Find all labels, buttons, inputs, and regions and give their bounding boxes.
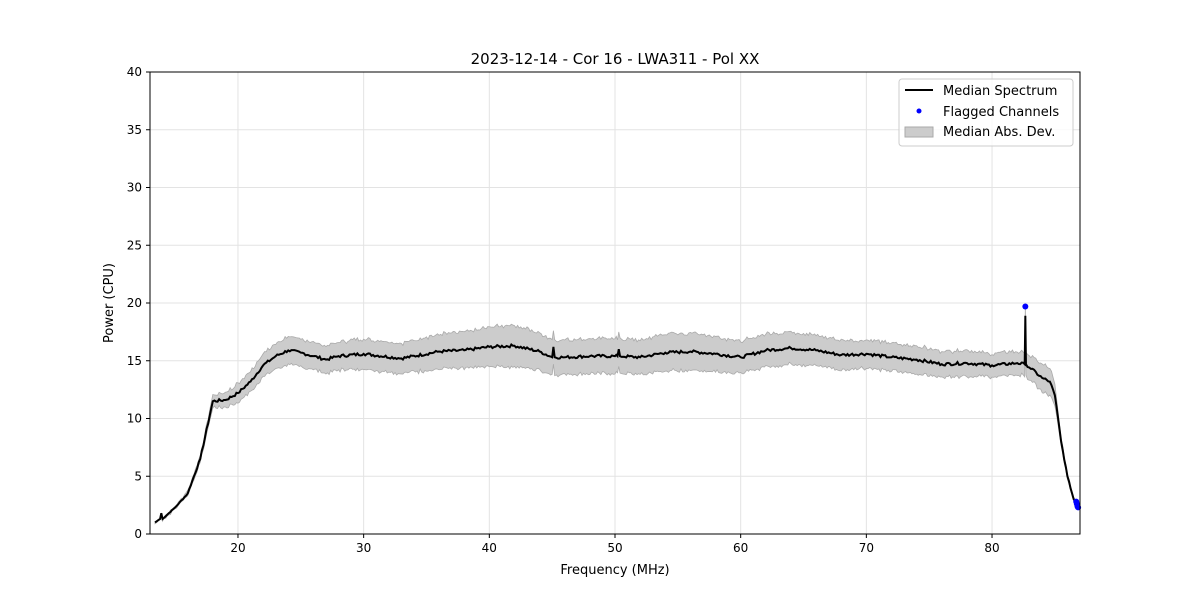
legend: Median Spectrum Flagged Channels Median …: [898, 78, 1074, 147]
median-spectrum-line: [154, 315, 1081, 524]
chart-title: 2023-12-14 - Cor 16 - LWA311 - Pol XX: [471, 50, 760, 68]
x-tick-label: 20: [230, 541, 245, 555]
y-axis-label: Power (CPU): [102, 263, 117, 343]
y-tick-label: 20: [127, 296, 142, 310]
legend-flagged: Flagged Channels: [943, 105, 1059, 120]
x-tick-label: 50: [607, 541, 622, 555]
legend-mad: Median Abs. Dev.: [943, 125, 1055, 140]
ticks: 20 30 40 50 60 70 80 0 5 10 15 20 25 30 35 40: [127, 65, 1000, 555]
legend-mad-swatch: [904, 126, 934, 138]
y-tick-label: 10: [127, 412, 142, 426]
x-tick-label: 70: [859, 541, 874, 555]
y-tick-label: 25: [127, 238, 142, 252]
y-tick-label: 15: [127, 354, 142, 368]
x-tick-label: 30: [356, 541, 371, 555]
legend-box: [898, 78, 1074, 147]
legend-dot-swatch: [916, 108, 922, 114]
y-tick-label: 30: [127, 181, 142, 195]
y-tick-label: 5: [134, 469, 142, 483]
y-tick-label: 40: [127, 65, 142, 79]
flagged-channel-point: [1022, 303, 1029, 310]
x-tick-label: 60: [733, 541, 748, 555]
y-tick-label: 0: [134, 527, 142, 541]
legend-median: Median Spectrum: [943, 84, 1057, 99]
x-tick-label: 40: [482, 541, 497, 555]
x-axis-label: Frequency (MHz): [560, 563, 669, 578]
y-tick-label: 35: [127, 123, 142, 137]
x-tick-label: 80: [984, 541, 999, 555]
